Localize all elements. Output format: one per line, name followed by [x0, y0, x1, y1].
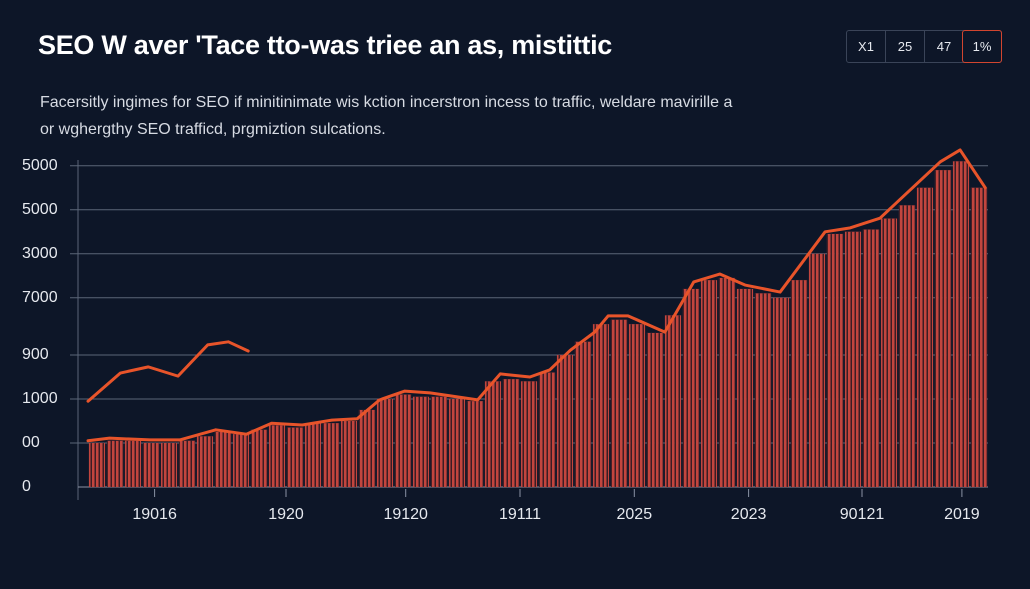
bar: [430, 396, 448, 488]
bar: [664, 315, 682, 488]
bar: [610, 319, 628, 488]
bar: [772, 297, 790, 488]
control-button[interactable]: 25: [885, 31, 924, 62]
line: [86, 148, 987, 443]
bar: [412, 396, 430, 488]
y-tick-label: 00: [22, 434, 40, 451]
x-tick-label: 19120: [383, 506, 428, 523]
control-button[interactable]: 1%: [962, 30, 1002, 63]
bar: [808, 253, 826, 488]
x-tick-label: 2023: [731, 506, 767, 523]
bar: [970, 187, 988, 488]
bar: [826, 233, 844, 488]
bar: [250, 429, 268, 488]
x-tick-label: 19111: [499, 506, 541, 523]
bar: [628, 323, 646, 488]
bar: [862, 229, 880, 488]
bar: [952, 161, 970, 488]
bar: [844, 231, 862, 488]
bar: [916, 187, 934, 488]
subtitle: or wghergthy SEO trafficd, prgmiztion su…: [40, 121, 386, 138]
y-tick-label: 900: [22, 346, 49, 363]
bar: [268, 425, 286, 488]
bar: [934, 169, 952, 488]
x-tick-label: 19016: [132, 506, 177, 523]
subtitle: Facersitly ingimes for SEO if minitinima…: [40, 94, 733, 111]
y-tick-label: 5000: [22, 201, 58, 218]
bar: [466, 400, 484, 488]
bar: [898, 205, 916, 488]
bar: [358, 409, 376, 488]
bar: [106, 440, 124, 488]
bar: [142, 442, 160, 488]
bar: [376, 398, 394, 488]
bar: [880, 218, 898, 488]
y-tick-label: 7000: [22, 289, 58, 306]
x-tick-label: 90121: [840, 506, 885, 523]
bar: [538, 372, 556, 488]
bar: [448, 398, 466, 488]
line: [86, 340, 250, 403]
bar: [286, 427, 304, 488]
y-tick-label: 3000: [22, 245, 58, 262]
bar: [754, 293, 772, 488]
title: SEO W aver 'Tace tto-was triee an as, mi…: [38, 30, 613, 60]
bar: [520, 381, 538, 488]
x-tick-label: 1920: [268, 506, 304, 523]
y-tick-label: 0: [22, 478, 31, 495]
y-tick-label: 1000: [22, 390, 58, 407]
bar: [682, 288, 700, 488]
bar: [574, 341, 592, 488]
control-button[interactable]: 47: [924, 31, 963, 62]
x-tick-label: 2025: [617, 506, 653, 523]
bar: [718, 277, 736, 488]
bar: [178, 440, 196, 488]
bar: [214, 431, 232, 488]
bar: [700, 279, 718, 488]
controls: X1 25 47 1%: [846, 30, 1002, 63]
bar: [484, 381, 502, 488]
bar: [304, 422, 322, 488]
x-tick-label: 2019: [944, 506, 980, 523]
bar: [736, 288, 754, 488]
bar: [556, 354, 574, 488]
bar: [790, 279, 808, 488]
bar: [88, 442, 106, 488]
control-button[interactable]: X1: [858, 39, 874, 54]
bar: [196, 436, 214, 488]
bar: [646, 332, 664, 488]
bar: [124, 440, 142, 488]
bar: [340, 420, 358, 488]
bar: [232, 433, 250, 488]
bar: [160, 442, 178, 488]
bar: [592, 323, 610, 488]
bar: [502, 378, 520, 488]
y-tick-label: 5000: [22, 157, 58, 174]
bar: [394, 394, 412, 488]
bar: [322, 422, 340, 488]
